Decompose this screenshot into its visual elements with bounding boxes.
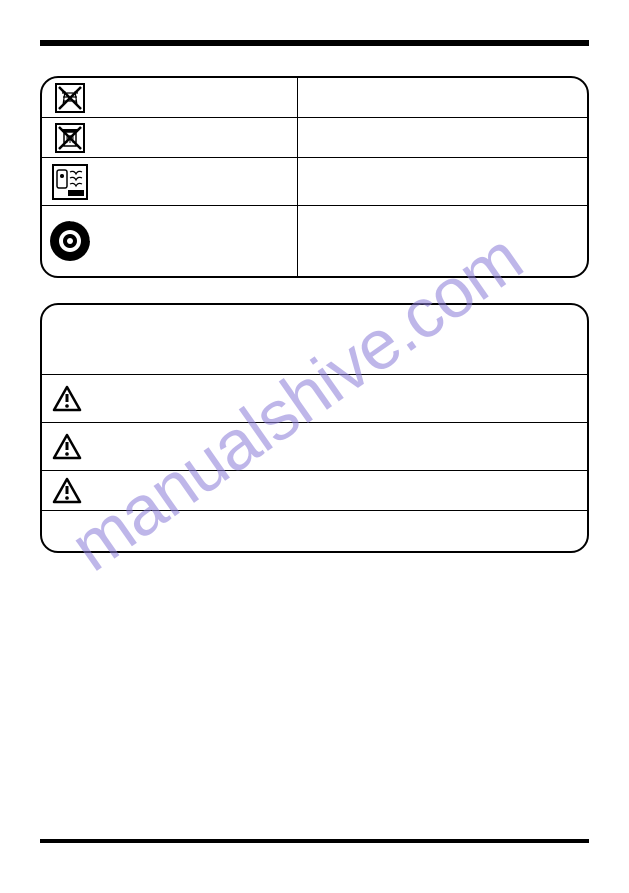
table-row xyxy=(42,305,587,375)
table-cell xyxy=(298,158,587,205)
recycle-seal-icon xyxy=(48,219,92,263)
table-cell xyxy=(98,118,298,157)
warning-triangle-icon xyxy=(52,433,82,461)
table-row xyxy=(42,423,587,471)
table-row xyxy=(42,118,587,158)
no-trash-icon xyxy=(55,123,85,153)
table-row xyxy=(42,206,587,276)
icon-cell xyxy=(42,423,92,470)
table-cell xyxy=(98,78,298,117)
temperature-icon xyxy=(52,164,88,200)
table-row xyxy=(42,158,587,206)
icon-cell xyxy=(42,471,92,510)
warning-triangle-icon xyxy=(52,477,82,505)
table-row xyxy=(42,78,587,118)
icon-cell xyxy=(42,78,98,117)
table-cell xyxy=(98,206,298,276)
symbol-table-box xyxy=(40,76,589,278)
no-dispose-icon xyxy=(55,83,85,113)
table-cell xyxy=(298,206,587,276)
icon-cell xyxy=(42,305,92,374)
icon-cell xyxy=(42,375,92,422)
table-cell xyxy=(298,78,587,117)
table-row xyxy=(42,375,587,423)
table-row xyxy=(42,471,587,511)
bottom-divider xyxy=(40,839,589,843)
warning-triangle-icon xyxy=(52,385,82,413)
top-divider xyxy=(40,40,589,46)
page-content xyxy=(40,40,589,578)
warning-table-box xyxy=(40,303,589,553)
table-cell xyxy=(98,158,298,205)
table-cell xyxy=(298,118,587,157)
icon-cell xyxy=(42,118,98,157)
table-row xyxy=(42,511,587,551)
icon-cell xyxy=(42,158,98,205)
icon-cell xyxy=(42,206,98,276)
icon-cell xyxy=(42,511,92,551)
